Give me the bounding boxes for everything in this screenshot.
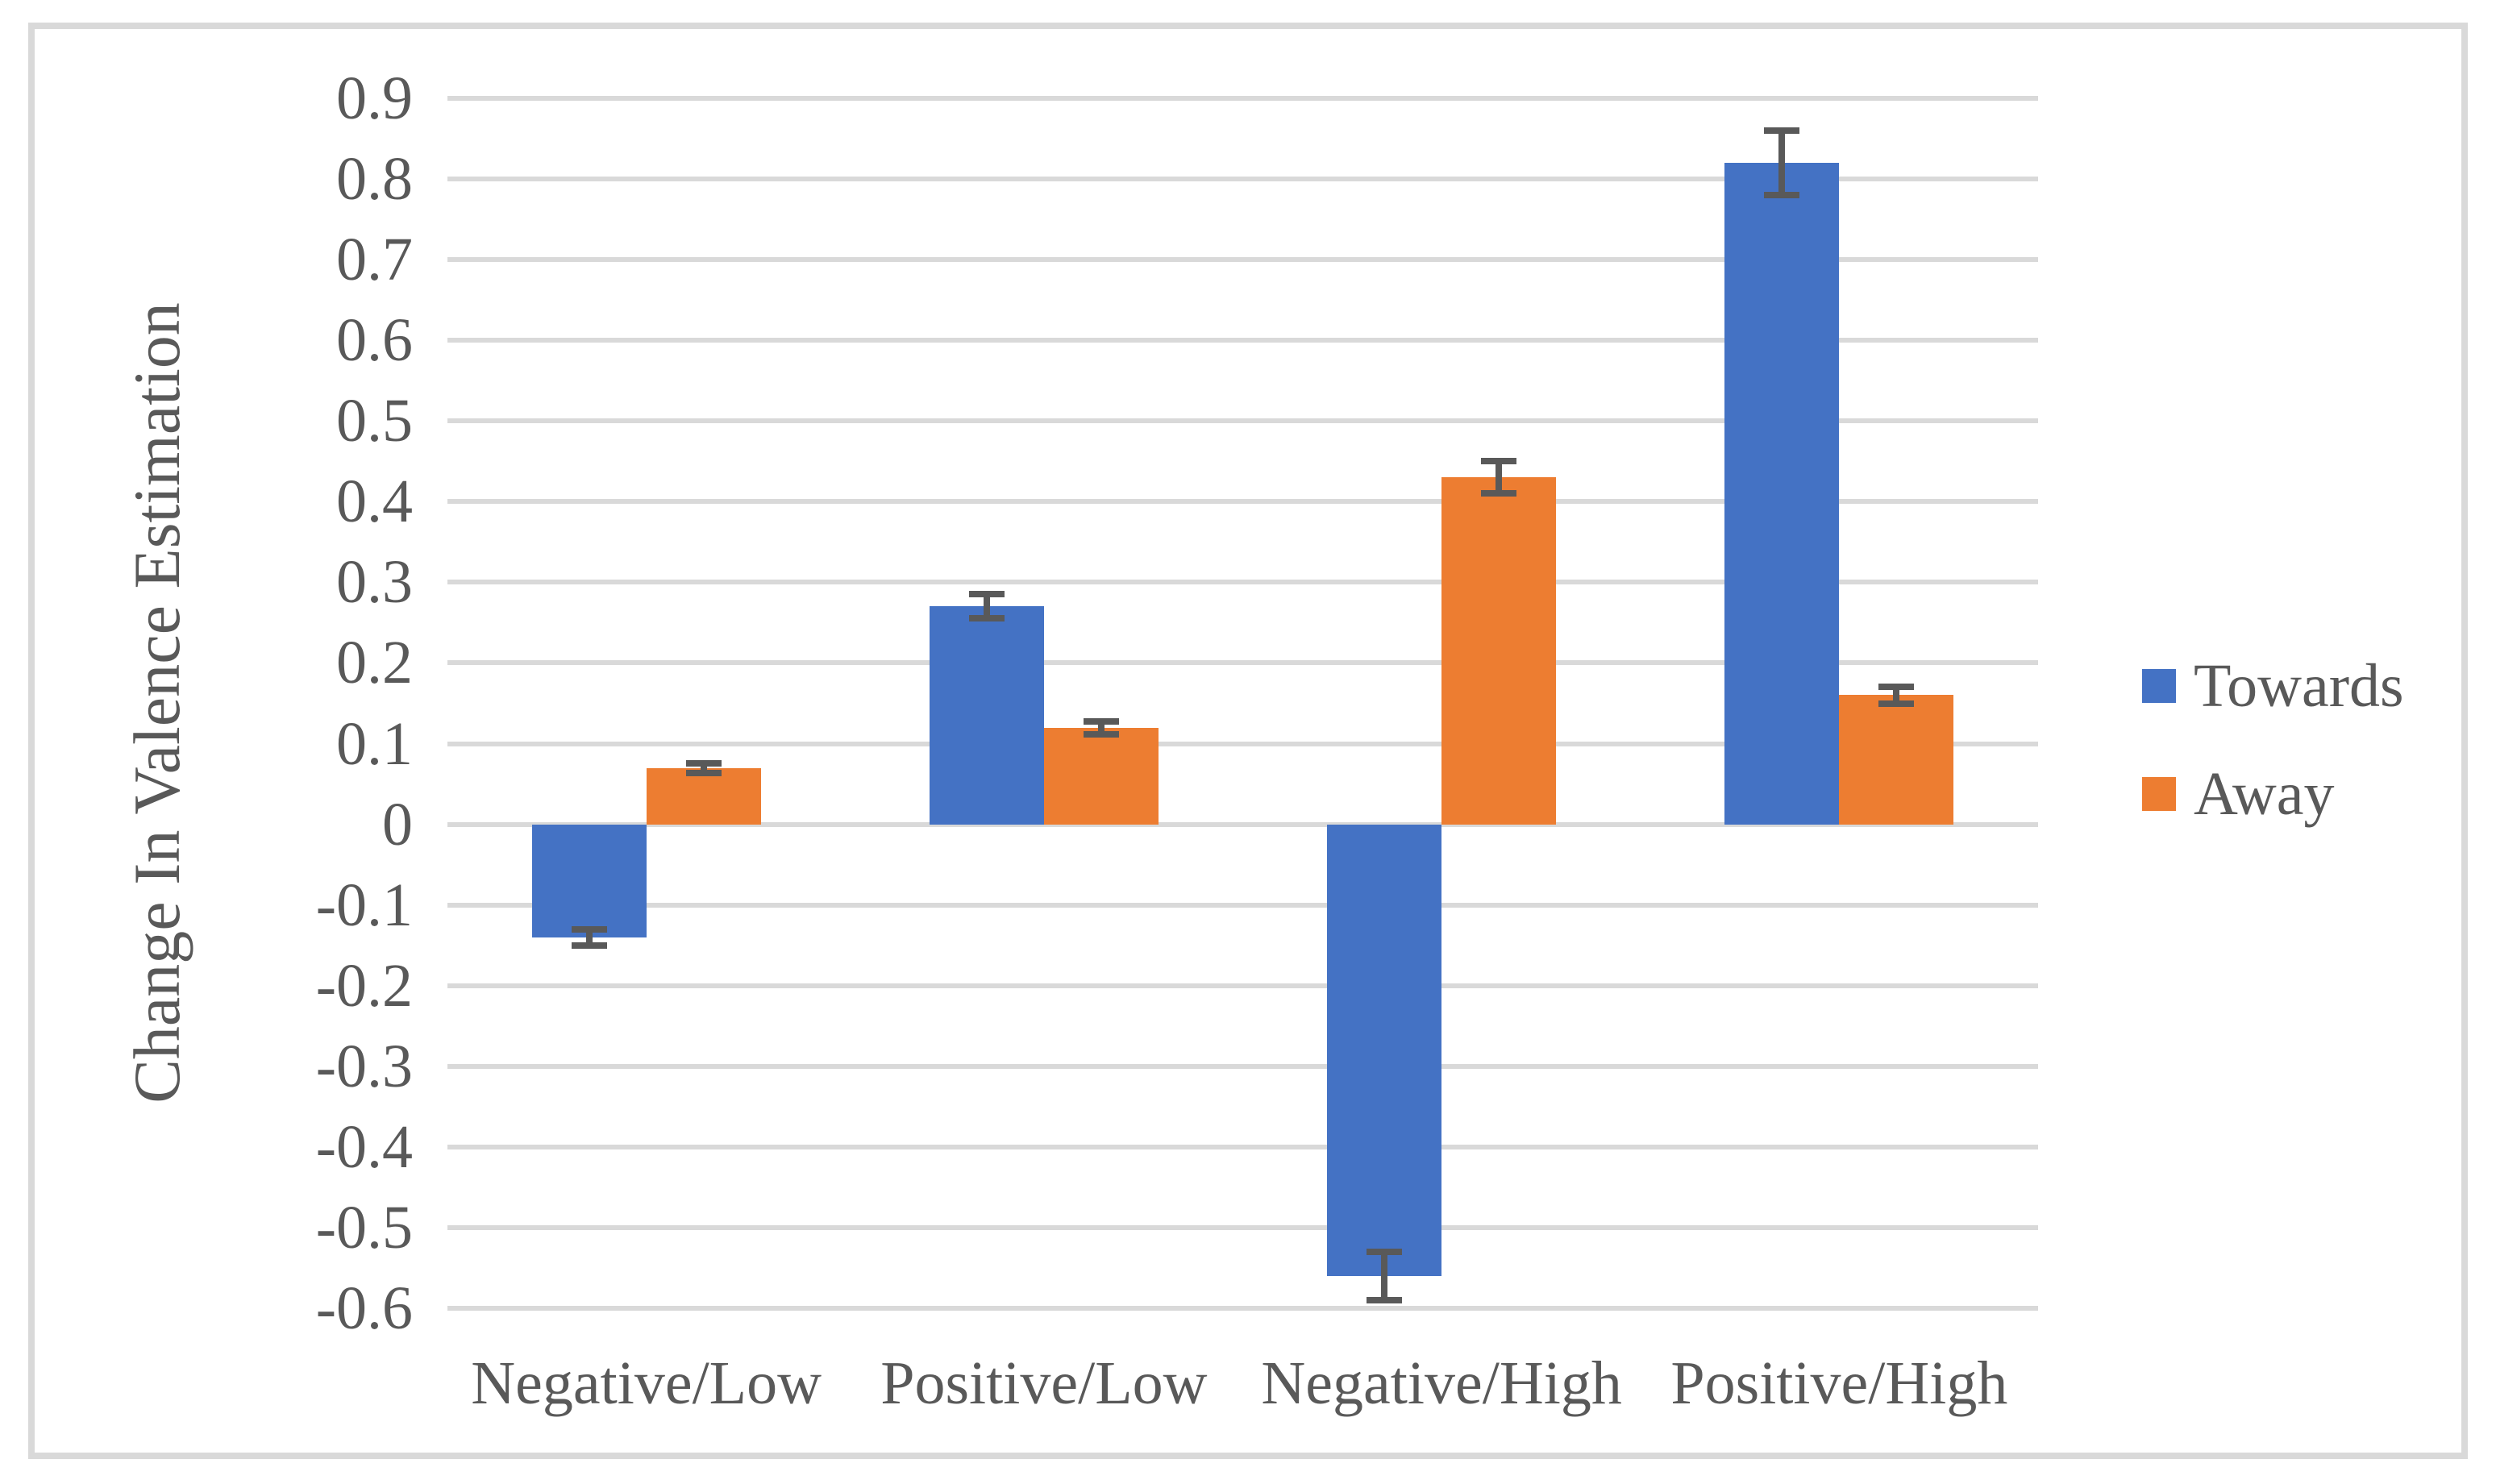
error-bar-cap	[1083, 730, 1119, 738]
error-bar-cap	[968, 615, 1005, 622]
y-tick-label: -0.6	[315, 1274, 413, 1342]
error-bar-cap	[1764, 192, 1800, 199]
y-tick-label: 0.7	[336, 226, 413, 294]
legend-item-away: Away	[2142, 755, 2335, 833]
gridline	[447, 1224, 2038, 1230]
y-tick-label: -0.2	[315, 951, 413, 1020]
gridline	[447, 177, 2038, 182]
error-bar	[1097, 721, 1104, 734]
gridline	[447, 821, 2038, 827]
gridline	[447, 1063, 2038, 1069]
error-bar-cap	[1481, 490, 1517, 497]
gridline	[447, 338, 2038, 343]
y-tick-label: -0.3	[315, 1032, 413, 1100]
error-bar	[983, 594, 990, 619]
bar-away-negative-low	[646, 767, 761, 825]
gridline	[447, 418, 2038, 424]
legend-label-away: Away	[2194, 759, 2335, 828]
error-bar-cap	[1367, 1248, 1403, 1255]
error-bar-cap	[1878, 700, 1915, 707]
gridline	[447, 499, 2038, 505]
error-bar	[1893, 687, 1900, 704]
bar-towards-negative-high	[1327, 824, 1442, 1276]
gridline	[447, 902, 2038, 908]
gridline	[447, 580, 2038, 585]
error-bar-cap	[1083, 717, 1119, 725]
bar-away-positive-low	[1043, 727, 1159, 825]
y-tick-label: -0.4	[315, 1112, 413, 1181]
legend-item-towards: Towards	[2142, 647, 2404, 725]
bar-away-negative-high	[1441, 477, 1557, 825]
gridline	[447, 257, 2038, 263]
error-bar-cap	[685, 769, 722, 776]
error-bar	[1381, 1251, 1388, 1300]
y-tick-label: 0.8	[336, 145, 413, 214]
gridline	[447, 96, 2038, 101]
y-tick-label: -0.1	[315, 871, 413, 939]
bar-towards-positive-low	[929, 606, 1044, 825]
error-bar-cap	[685, 759, 722, 767]
towards-series-swatch-icon	[2142, 669, 2176, 703]
error-bar-cap	[571, 942, 607, 949]
error-bar-cap	[1367, 1296, 1403, 1303]
y-tick-label: 0.2	[336, 629, 413, 697]
error-bar	[1778, 131, 1786, 196]
x-category-label: Positive/High	[1670, 1349, 2008, 1417]
y-tick-label: 0.9	[336, 64, 413, 132]
away-series-swatch-icon	[2142, 777, 2176, 811]
bar-away-positive-high	[1839, 695, 1954, 825]
error-bar-cap	[1878, 684, 1915, 691]
x-category-label: Negative/Low	[471, 1349, 822, 1417]
y-tick-label: 0.4	[336, 468, 413, 536]
gridline	[447, 660, 2038, 666]
error-bar	[585, 929, 593, 946]
y-tick-label: 0.5	[336, 387, 413, 455]
error-bar-cap	[571, 925, 607, 933]
bar-towards-negative-low	[531, 824, 647, 937]
y-tick-label: 0	[382, 790, 413, 858]
bar-towards-positive-high	[1724, 163, 1840, 825]
error-bar-cap	[968, 591, 1005, 598]
y-tick-label: 0.6	[336, 306, 413, 375]
x-category-label: Negative/High	[1261, 1349, 1622, 1417]
y-tick-label: -0.5	[315, 1193, 413, 1262]
gridline	[447, 741, 2038, 746]
gridline	[447, 983, 2038, 988]
y-axis-title: Change In Valence Estimation	[120, 302, 193, 1104]
y-tick-label: 0.3	[336, 548, 413, 617]
y-tick-label: 0.1	[336, 709, 413, 778]
error-bar	[1496, 461, 1503, 494]
legend-label-towards: Towards	[2194, 651, 2404, 720]
gridline	[447, 1144, 2038, 1149]
error-bar-cap	[1481, 458, 1517, 465]
x-category-label: Positive/Low	[880, 1349, 1208, 1417]
error-bar	[700, 763, 707, 773]
error-bar-cap	[1764, 127, 1800, 135]
gridline	[447, 1306, 2038, 1311]
